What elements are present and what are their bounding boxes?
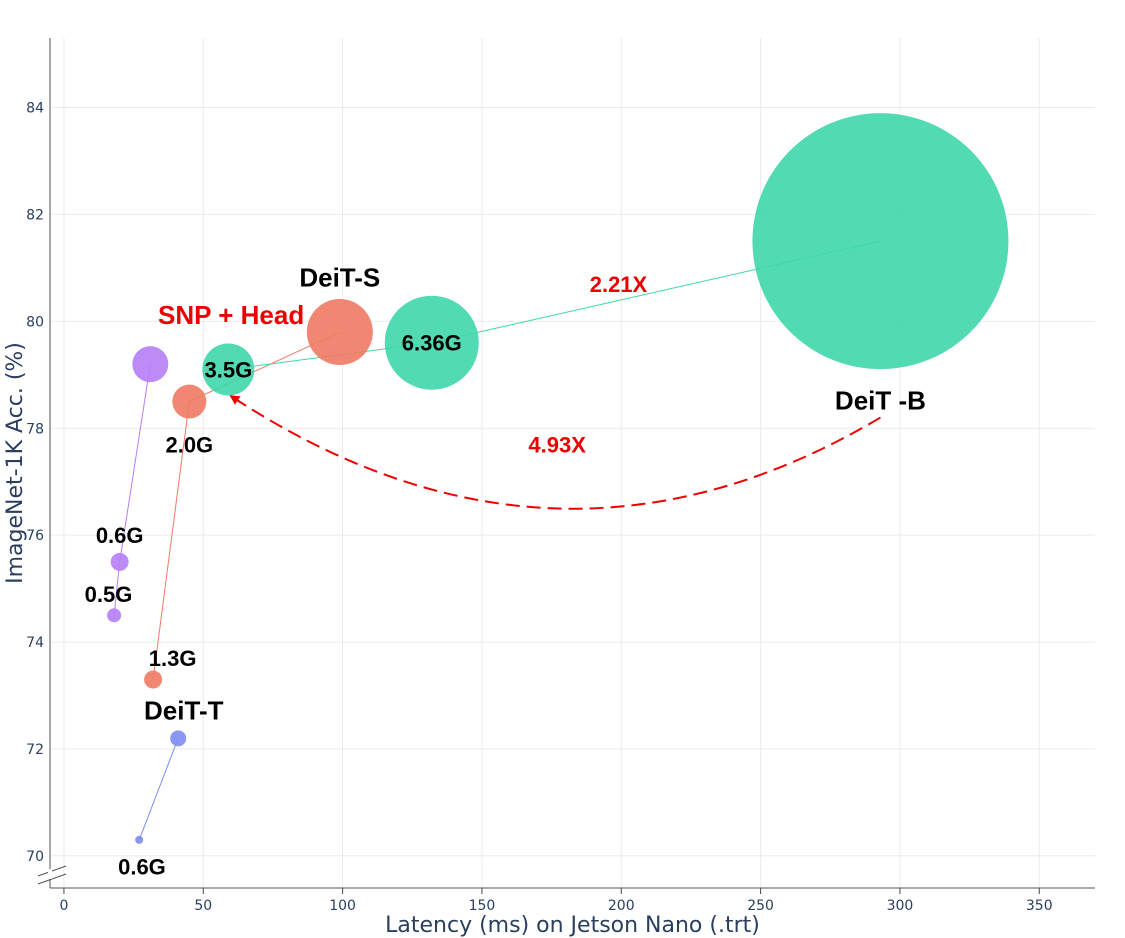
x-tick-label: 200 — [608, 898, 635, 914]
y-tick-label: 84 — [26, 100, 44, 116]
bubble-point — [752, 113, 1009, 370]
bubble-point — [170, 730, 187, 747]
y-tick-label: 76 — [26, 528, 44, 544]
bubble-point — [107, 608, 122, 623]
bubble-point — [384, 295, 479, 390]
y-tick-label: 80 — [26, 314, 44, 330]
annotation-label: 2.0G — [165, 432, 213, 457]
annotation-label: 2.21X — [590, 272, 648, 297]
x-tick-label: 250 — [747, 898, 774, 914]
annotation-label: 1.3G — [149, 646, 197, 671]
y-tick-label: 78 — [26, 421, 44, 437]
annotation-label: SNP + Head — [158, 300, 304, 330]
tick-labels: 0 50 100 150 200 250 300 350 70 72 74 76 78 80 82 84 — [26, 100, 1052, 914]
series-line — [138, 738, 179, 841]
x-tick-label: 300 — [887, 898, 914, 914]
annotation-label: DeiT-T — [144, 696, 224, 726]
x-tick-label: 100 — [329, 898, 356, 914]
bubble-point — [202, 343, 255, 396]
y-axis-title: ImageNet-1K Acc. (%) — [3, 342, 28, 584]
y-tick-label: 74 — [26, 635, 44, 651]
bubble-point — [172, 384, 207, 419]
speedup-arrow — [229, 395, 881, 510]
annotation-label: 0.6G — [96, 523, 144, 548]
speedup-arrow-path — [229, 395, 881, 510]
y-tick-label: 72 — [26, 742, 44, 758]
axes — [37, 38, 1095, 894]
annotation-label: DeiT-S — [299, 263, 380, 293]
bubbles — [107, 113, 1009, 844]
annotation-label: 6.36G — [402, 331, 462, 356]
annotation-label: 0.6G — [118, 855, 166, 880]
annotation-label: 0.5G — [85, 582, 133, 607]
bubble-point — [306, 299, 373, 366]
bubble-point — [132, 346, 169, 383]
x-tick-label: 50 — [194, 898, 212, 914]
annotation-label: DeiT -B — [835, 386, 926, 416]
y-tick-label: 70 — [26, 849, 44, 865]
annotation-label: 3.5G — [204, 357, 252, 382]
series-lines — [113, 240, 881, 841]
bubble-point — [135, 835, 144, 844]
bubble-point — [144, 670, 163, 689]
x-tick-label: 350 — [1026, 898, 1053, 914]
x-tick-label: 150 — [469, 898, 496, 914]
y-tick-label: 82 — [26, 207, 44, 223]
axis-break-gap — [48, 869, 52, 879]
x-tick-label: 0 — [59, 898, 68, 914]
series-line — [113, 364, 151, 616]
annotations: 0.6G 0.5G 1.3G DeiT-T 0.6G 2.0G 3.5G 6.36G DeiT-… — [85, 263, 926, 880]
annotation-label: 4.93X — [528, 432, 586, 457]
bubble-point — [110, 552, 129, 571]
x-axis-title: Latency (ms) on Jetson Nano (.trt) — [385, 913, 760, 938]
